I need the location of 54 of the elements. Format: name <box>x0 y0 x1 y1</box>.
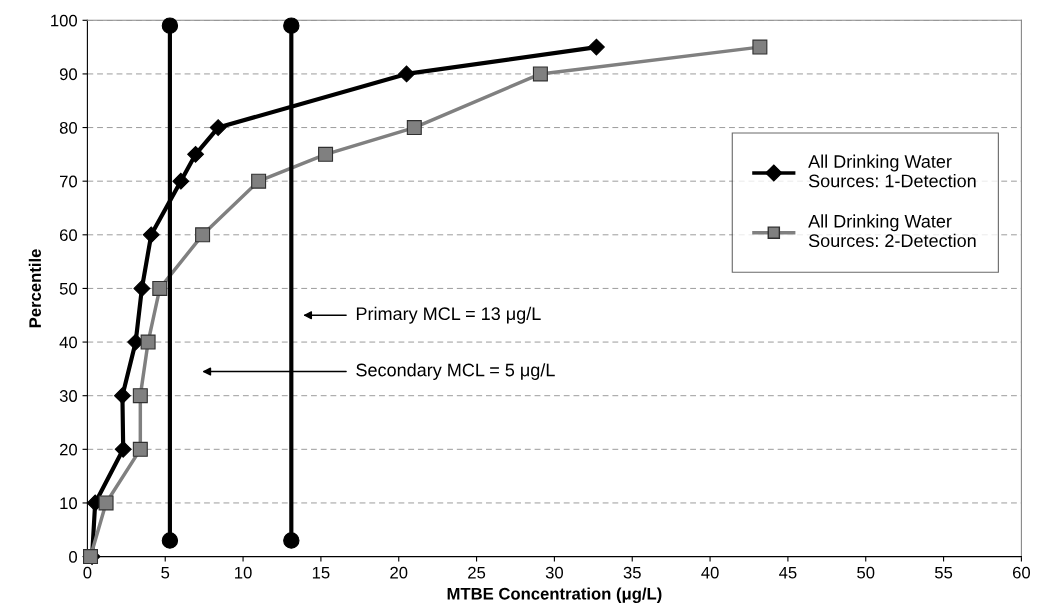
point <box>251 173 267 189</box>
point <box>209 119 227 136</box>
point <box>318 146 334 162</box>
y-tick-label: 30 <box>59 390 78 402</box>
y-tick-label: 10 <box>60 497 78 510</box>
x-tick-label: 35 <box>623 566 641 579</box>
x-tick-label: 60 <box>1012 566 1031 579</box>
x-tick-label: 15 <box>312 566 330 579</box>
point <box>142 226 160 244</box>
x-tick-label: 40 <box>701 566 719 579</box>
point <box>98 495 114 511</box>
y-tick-label: 0 <box>69 550 78 563</box>
x-tick-label: 25 <box>468 566 486 579</box>
y-tick-label: 100 <box>51 14 78 27</box>
point <box>132 441 148 457</box>
point <box>132 388 148 404</box>
x-tick-label: 0 <box>83 566 92 579</box>
point <box>172 172 190 190</box>
x-tick-label: 30 <box>545 566 564 579</box>
y-axis-title: Percentile <box>28 249 42 328</box>
y-tick-label: 50 <box>59 282 78 295</box>
x-tick-label: 50 <box>857 566 875 579</box>
point <box>588 38 605 56</box>
y-tick-label: 60 <box>59 229 78 242</box>
point <box>133 280 151 297</box>
point <box>406 120 422 136</box>
point <box>398 65 415 83</box>
x-tick-label: 10 <box>235 566 252 579</box>
point <box>187 145 205 163</box>
legend-label: All Drinking Water Sources: 2-Detection <box>808 214 976 248</box>
point <box>532 66 548 82</box>
legend-label: All Drinking Water Sources: 1-Detection <box>808 154 976 188</box>
point <box>161 532 179 549</box>
x-axis-title: MTBE Concentration (μg/L) <box>447 587 662 603</box>
point <box>283 532 300 549</box>
annotation: Secondary MCL = 5 μg/L <box>356 363 555 380</box>
x-tick-label: 45 <box>779 566 797 579</box>
x-tick-label: 55 <box>934 566 953 579</box>
point <box>283 17 300 34</box>
point <box>161 17 179 34</box>
y-tick-label: 80 <box>59 121 78 134</box>
point <box>152 280 168 296</box>
y-tick-label: 70 <box>59 175 78 188</box>
point <box>752 39 768 55</box>
annotation: Primary MCL = 13 μg/L <box>356 306 541 324</box>
y-tick-label: 20 <box>59 443 78 456</box>
y-tick-label: 40 <box>59 336 78 349</box>
x-tick-label: 20 <box>390 566 408 579</box>
point <box>195 227 211 243</box>
x-tick-label: 5 <box>161 566 170 579</box>
y-tick-label: 90 <box>59 68 78 81</box>
point <box>114 440 132 458</box>
point <box>114 387 131 405</box>
point <box>140 334 156 350</box>
